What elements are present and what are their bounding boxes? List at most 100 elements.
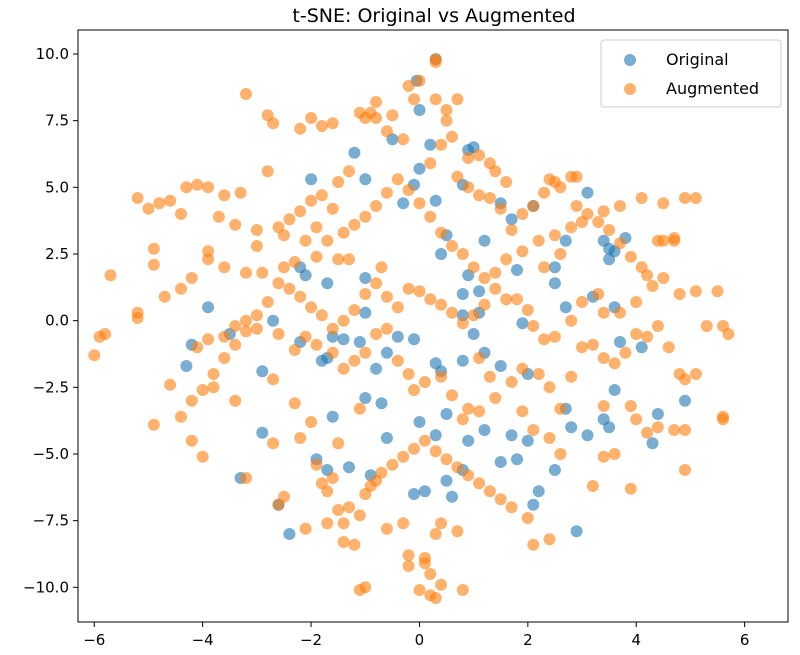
point-augmented-140 [391,301,404,314]
point-augmented-151 [272,277,285,290]
point-augmented-231 [608,448,621,460]
point-augmented-238 [651,234,664,247]
point-augmented-178 [353,509,366,522]
point-augmented-263 [370,200,383,212]
point-augmented-41 [250,224,263,236]
point-original-44 [380,346,393,359]
point-augmented-68 [147,418,160,431]
point-augmented-239 [668,234,681,247]
point-augmented-285 [483,192,496,204]
point-augmented-32 [191,178,204,191]
point-augmented-92 [462,402,475,415]
point-original-93 [608,384,621,396]
point-original-100 [603,253,616,266]
point-augmented-259 [413,197,426,210]
point-augmented-216 [337,536,350,548]
point-augmented-177 [343,501,355,514]
point-augmented-149 [294,290,307,303]
point-augmented-126 [548,330,561,343]
point-augmented-249 [532,234,545,247]
point-augmented-66 [88,349,101,362]
point-original-81 [256,426,269,439]
point-augmented-109 [662,341,675,354]
point-augmented-213 [397,517,410,530]
chart-title: t-SNE: Original vs Augmented [292,5,575,27]
point-augmented-200 [435,578,448,591]
point-augmented-47 [343,253,355,266]
legend-marker-original [624,54,636,66]
point-augmented-199 [424,568,437,580]
point-augmented-169 [294,432,307,444]
point-augmented-272 [272,221,285,234]
point-augmented-152 [261,296,274,308]
point-augmented-305 [332,437,345,450]
point-original-103 [559,301,572,314]
point-augmented-209 [429,528,442,540]
point-augmented-240 [679,192,691,204]
point-augmented-11 [305,112,318,124]
point-augmented-6 [370,112,383,124]
point-augmented-67 [99,328,112,340]
point-augmented-207 [353,584,366,596]
point-original-84 [527,498,540,511]
point-augmented-275 [397,133,410,146]
point-original-74 [446,490,458,503]
point-original-47 [370,362,383,375]
point-augmented-293 [581,208,594,220]
legend-marker-augmented [624,83,636,95]
series-augmented [88,53,735,604]
point-augmented-31 [202,181,215,194]
point-augmented-81 [337,362,350,375]
point-augmented-136 [435,298,448,311]
point-augmented-277 [386,109,399,122]
point-augmented-72 [218,330,231,343]
point-original-70 [494,456,507,468]
point-augmented-121 [630,296,643,308]
point-augmented-253 [478,272,491,284]
point-original-61 [380,432,393,444]
point-augmented-28 [261,165,274,178]
point-augmented-174 [326,472,339,484]
point-augmented-80 [326,346,339,359]
point-augmented-124 [576,296,588,308]
point-augmented-286 [494,202,507,215]
point-augmented-44 [299,234,312,247]
point-augmented-154 [240,325,252,338]
point-augmented-54 [218,261,231,274]
point-augmented-64 [131,312,144,324]
point-augmented-190 [462,469,475,482]
point-augmented-302 [473,352,486,364]
point-augmented-280 [435,138,448,151]
point-augmented-165 [240,472,252,484]
point-augmented-4 [370,96,383,108]
point-augmented-36 [153,197,166,210]
point-augmented-284 [473,189,486,202]
point-original-98 [635,341,648,354]
point-augmented-73 [229,320,242,332]
point-augmented-189 [451,461,464,474]
point-augmented-252 [489,266,502,279]
point-augmented-310 [375,261,388,274]
point-augmented-175 [332,504,345,516]
point-augmented-155 [229,338,242,351]
point-augmented-139 [402,282,415,295]
point-augmented-153 [250,309,263,322]
point-augmented-79 [310,338,323,351]
point-augmented-301 [538,261,551,274]
point-augmented-250 [516,245,529,258]
point-augmented-226 [679,424,691,436]
point-augmented-76 [272,328,285,340]
point-augmented-299 [570,170,583,183]
point-original-19 [478,234,491,247]
point-augmented-25 [240,88,252,100]
point-original-20 [559,234,572,247]
point-augmented-269 [305,194,318,207]
point-augmented-260 [402,184,415,196]
x-tick-label-6: 6 [740,631,750,649]
point-augmented-294 [592,216,605,228]
point-augmented-295 [603,224,616,236]
point-augmented-223 [641,426,654,439]
point-augmented-264 [359,210,372,223]
point-augmented-211 [402,549,415,562]
point-augmented-283 [462,181,475,194]
